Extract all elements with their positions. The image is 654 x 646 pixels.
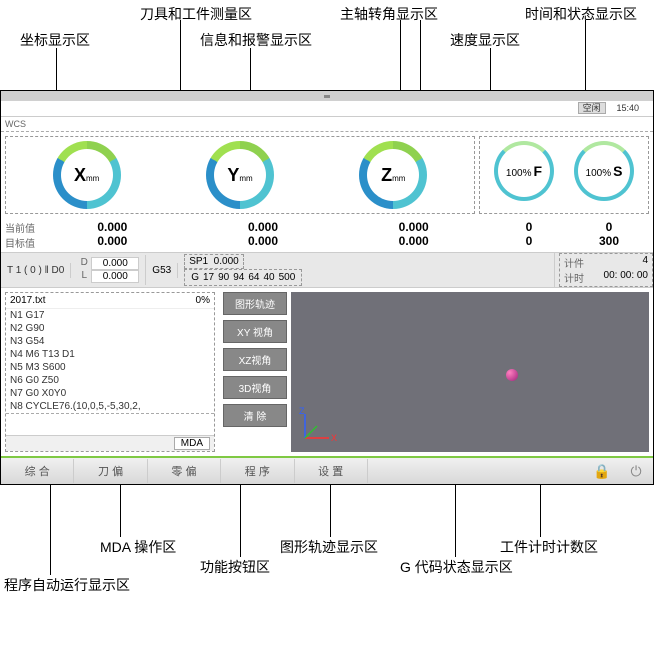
prog-line: N8 CYCLE76.(10,0,5,-5,30,2,	[6, 400, 214, 414]
values-row: 当前值 目标值 0.0000.000 0.0000.000 0.0000.000…	[1, 218, 653, 252]
status-time: 15:40	[612, 103, 643, 113]
traj-btn-xz[interactable]: XZ视角	[223, 348, 287, 371]
axis-indicator-icon: X Z	[297, 406, 337, 446]
tab-shezhi[interactable]: 设 置	[295, 459, 368, 483]
traj-btn-xy[interactable]: XY 视角	[223, 320, 287, 343]
anno-gcode-status: G 代码状态显示区	[400, 557, 513, 577]
power-icon[interactable]: ⏻	[619, 463, 653, 480]
anno-info-alarm: 信息和报警显示区	[200, 30, 312, 50]
traj-3d-view[interactable]: X Z	[291, 292, 649, 452]
traj-btn-trajectory[interactable]: 图形轨迹	[223, 292, 287, 315]
anno-prog-auto: 程序自动运行显示区	[4, 575, 130, 595]
trajectory-panel: 图形轨迹 XY 视角 XZ视角 3D视角 清 除 X Z	[223, 292, 649, 452]
anno-workpiece-timer: 工件计时计数区	[500, 537, 598, 557]
prog-line: N4 M6 T13 D1	[6, 348, 214, 361]
gcodes-box: G1790946440500	[184, 269, 302, 286]
svg-text:X: X	[331, 433, 337, 443]
anno-mda-ops: MDA 操作区	[100, 537, 176, 557]
bottom-bar: 综 合 刀 偏 零 偏 程 序 设 置 🔒 ⏻	[1, 456, 653, 484]
svg-text:Z: Z	[299, 406, 305, 416]
lock-icon[interactable]: 🔒	[585, 463, 619, 480]
timer-box: 计件4 计时00: 00: 00	[559, 253, 653, 287]
anno-coord-display: 坐标显示区	[20, 30, 90, 50]
cnc-screen: 空闲 15:40 WCS Xmm Ymm Zmm 100%F 100%S 当前	[0, 90, 654, 485]
tab-daopian[interactable]: 刀 偏	[74, 459, 147, 483]
tool-sphere	[506, 369, 518, 381]
lower-area: 2017.txt0% N1 G17 N2 G90 N3 G54 N4 M6 T1…	[1, 288, 653, 456]
traj-btn-clear[interactable]: 清 除	[223, 404, 287, 427]
tab-zonghe[interactable]: 综 合	[1, 459, 74, 483]
gauge-y: Ymm	[163, 141, 316, 209]
statusbar: 空闲 15:40	[1, 101, 653, 117]
prog-line: N1 G17	[6, 309, 214, 322]
traj-btn-3d[interactable]: 3D视角	[223, 376, 287, 399]
tool-dims: D0.000 L0.000	[71, 255, 146, 285]
prog-line: N7 G0 X0Y0	[6, 387, 214, 400]
bottom-annotations: MDA 操作区 图形轨迹显示区 工件计时计数区 程序自动运行显示区 功能按钮区 …	[0, 485, 654, 605]
gauges-row: Xmm Ymm Zmm 100%F 100%S	[1, 132, 653, 218]
tool-g53: G53	[146, 263, 178, 278]
traj-buttons: 图形轨迹 XY 视角 XZ视角 3D视角 清 除	[223, 292, 287, 452]
tab-lingpian[interactable]: 零 偏	[148, 459, 221, 483]
program-panel: 2017.txt0% N1 G17 N2 G90 N3 G54 N4 M6 T1…	[5, 292, 215, 452]
label-target: 目标值	[5, 235, 37, 250]
gauge-x: Xmm	[10, 141, 163, 209]
mda-tab[interactable]: MDA	[6, 435, 214, 451]
prog-line: N5 M3 S600	[6, 361, 214, 374]
top-annotations: 刀具和工件测量区 主轴转角显示区 时间和状态显示区 坐标显示区 信息和报警显示区…	[0, 0, 654, 90]
wcs-label: WCS	[1, 117, 653, 132]
sp-gcodes-section: SP1 0.000 G1790946440500	[178, 252, 555, 288]
anno-spindle-angle: 主轴转角显示区	[340, 4, 438, 24]
mid-toolbar: T 1 ( 0 ) ‖ D0 D0.000 L0.000 G53 SP1 0.0…	[1, 252, 653, 288]
status-mode: 空闲	[578, 102, 606, 114]
anno-speed-display: 速度显示区	[450, 30, 520, 50]
speed-gauges-box: 100%F 100%S	[479, 136, 649, 214]
anno-tool-workpiece: 刀具和工件测量区	[140, 4, 252, 24]
prog-line: N3 G54	[6, 335, 214, 348]
anno-func-btns: 功能按钮区	[200, 557, 270, 577]
anno-time-status: 时间和状态显示区	[525, 4, 637, 24]
tab-chengxu[interactable]: 程 序	[221, 459, 294, 483]
prog-line: N2 G90	[6, 322, 214, 335]
gauge-s: 100%S	[564, 141, 644, 209]
titlebar	[1, 91, 653, 101]
coord-gauges-box: Xmm Ymm Zmm	[5, 136, 475, 214]
anno-traj-display: 图形轨迹显示区	[280, 537, 378, 557]
gauge-z: Zmm	[317, 141, 470, 209]
tool-section: T 1 ( 0 ) ‖ D0	[1, 263, 71, 278]
prog-line: N6 G0 Z50	[6, 374, 214, 387]
gauge-f: 100%F	[484, 141, 564, 209]
label-current: 当前值	[5, 220, 37, 235]
